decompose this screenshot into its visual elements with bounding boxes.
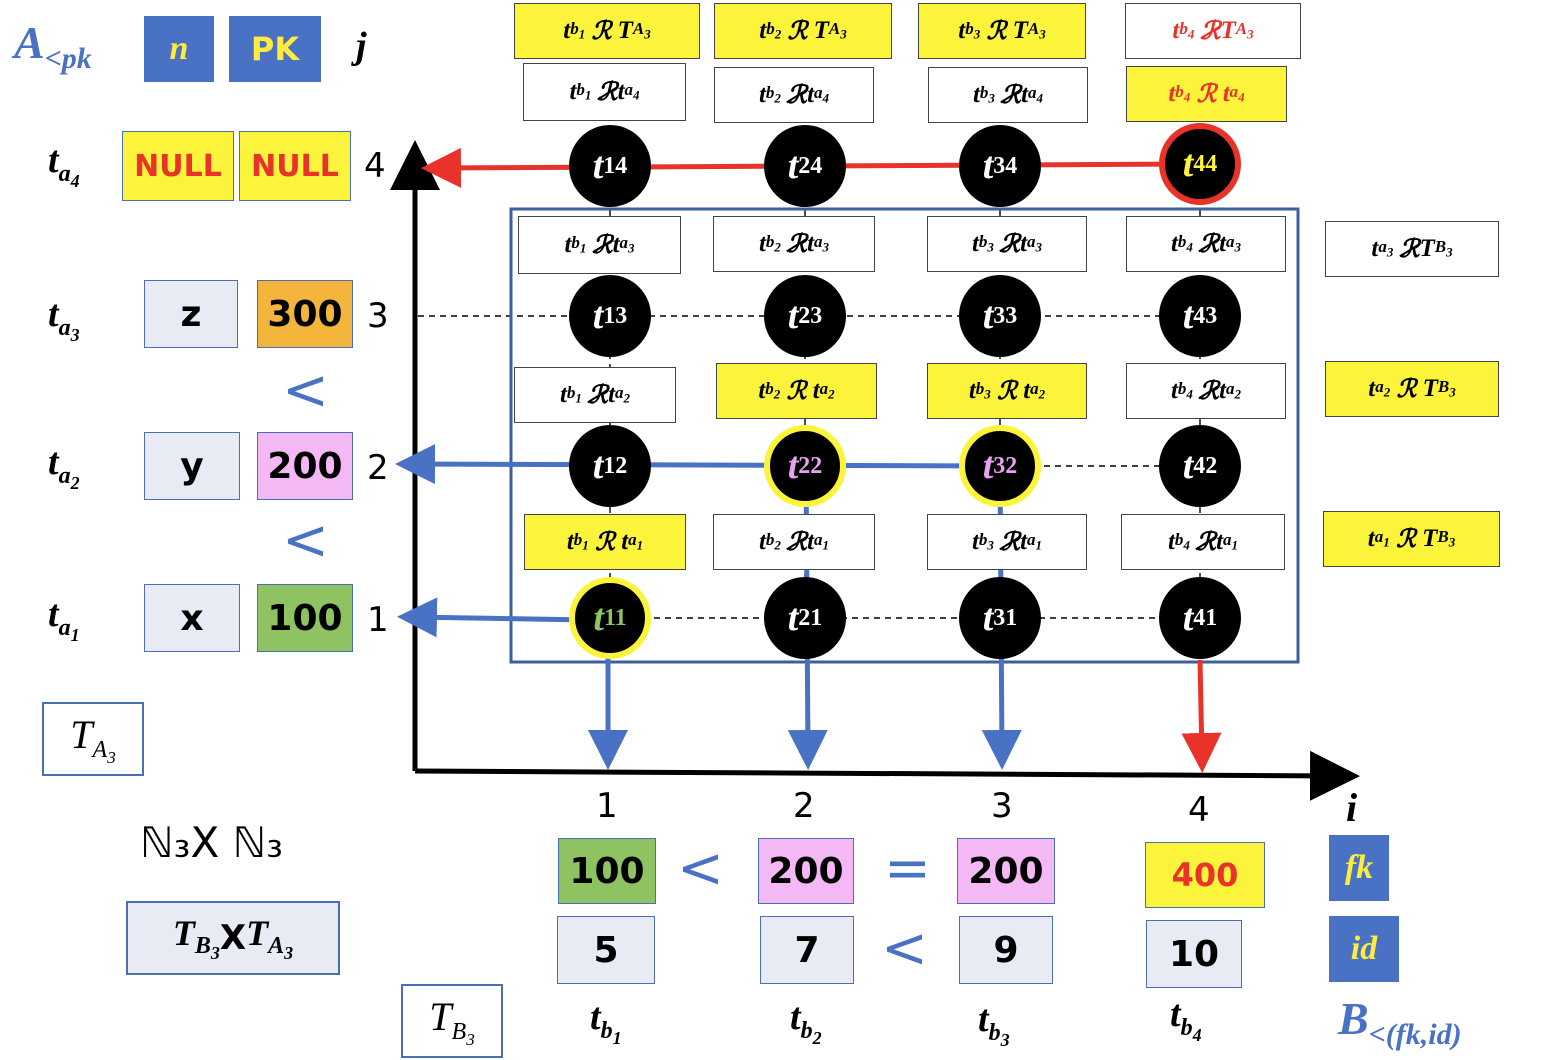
cartesian-sets: ℕ₃X ℕ₃ <box>140 818 284 867</box>
row-label-ta4: ta4 <box>48 139 80 191</box>
col-label-tb2: tb2 <box>790 996 822 1048</box>
cell-n-ta2: y <box>144 432 240 500</box>
node-t41: t 41 <box>1159 577 1241 659</box>
relation-b-title: B<(fk,id) <box>1338 993 1462 1052</box>
col-label-tb3: tb3 <box>978 998 1010 1050</box>
cell-id-tb1: 5 <box>557 916 655 984</box>
less-than-id-b2-b3: < <box>881 916 928 981</box>
relation-frame <box>509 207 1300 664</box>
column-header-fk: fk <box>1329 835 1389 901</box>
col-label-tb4: tb4 <box>1170 993 1202 1045</box>
cell-id-tb4: 10 <box>1146 920 1242 988</box>
node-t11: t 11 <box>569 577 651 659</box>
row-label-ta1: ta1 <box>48 593 80 645</box>
i-value-3: 3 <box>991 786 1013 826</box>
node-t42: t 42 <box>1159 425 1241 507</box>
j-value-1: 1 <box>367 600 389 640</box>
i-value-4: 4 <box>1188 790 1210 830</box>
table-b-label: TB3 <box>401 984 503 1058</box>
less-than-a2-a1: < <box>282 508 329 573</box>
equal-fk-b2-b3: = <box>884 836 931 901</box>
node-t44: t 44 <box>1159 123 1241 205</box>
cell-fk-tb2: 200 <box>758 838 854 904</box>
rel-tb4-R-ta4: t b4 ℛ t a4 <box>1126 66 1287 122</box>
node-t43: t 43 <box>1159 275 1241 357</box>
cartesian-tables: TB3 X TA3 <box>126 901 340 975</box>
cell-n-ta1: x <box>144 584 240 652</box>
node-t14: t 14 <box>569 125 651 207</box>
j-value-4: 4 <box>364 146 386 186</box>
node-t33: t 33 <box>959 275 1041 357</box>
column-header-pk: PK <box>229 16 321 82</box>
cell-n-ta4: NULL <box>122 131 234 201</box>
blue-arrow-row2 <box>395 444 1001 485</box>
node-t21: t 21 <box>764 577 846 659</box>
cell-id-tb3: 9 <box>959 916 1053 984</box>
rel-ta2-R-TB3: t a2 ℛ T B3 <box>1325 361 1499 417</box>
col-label-tb1: tb1 <box>590 996 622 1048</box>
node-t32: t 32 <box>959 425 1041 507</box>
rel-tb3-R-TA3: t b3 ℛ T A3 <box>918 3 1086 59</box>
cell-fk-tb1: 100 <box>558 838 656 904</box>
node-t34: t 34 <box>959 125 1041 207</box>
blue-arrow-row1 <box>397 597 591 638</box>
cell-pk-ta1: 100 <box>257 584 353 652</box>
rel-tb2-R-ta2: t b2 ℛ t a2 <box>716 363 877 419</box>
rel-tb3-R-ta2: t b3 ℛ t a2 <box>927 363 1087 419</box>
rel-tb2-R-TA3: t b2 ℛ T A3 <box>714 3 892 59</box>
column-header-n: n <box>144 16 214 82</box>
cell-fk-tb3: 200 <box>957 838 1055 904</box>
j-value-3: 3 <box>367 296 389 336</box>
j-value-2: 2 <box>367 448 389 488</box>
node-t23: t 23 <box>764 275 846 357</box>
axis-label-i: i <box>1346 785 1358 830</box>
column-header-id: id <box>1329 916 1399 982</box>
rel-tb1-R-TA3: t b1 ℛ T A3 <box>514 3 700 59</box>
table-a-label: TA3 <box>42 702 144 776</box>
x-axis <box>414 750 1360 801</box>
rel-ta1-R-TB3: t a1 ℛ T B3 <box>1323 511 1500 567</box>
node-t13: t 13 <box>569 275 651 357</box>
column-header-j: j <box>356 25 367 67</box>
node-t12: t 12 <box>569 425 651 507</box>
cell-pk-ta3: 300 <box>257 280 353 348</box>
rel-ta3-notR-TB3: t a3 ℛ T B3 <box>1325 221 1499 277</box>
node-t24: t 24 <box>764 125 846 207</box>
rel-tb4-notR-TA3: t b4 ℛ T A3 <box>1125 3 1301 59</box>
row-label-ta2: ta2 <box>48 441 80 493</box>
cell-id-tb2: 7 <box>760 916 854 984</box>
i-value-2: 2 <box>793 786 815 826</box>
less-than-a3-a2: < <box>282 358 329 423</box>
cell-n-ta3: z <box>144 280 238 348</box>
cell-pk-ta2: 200 <box>257 432 353 500</box>
rel-tb1-R-ta1: t b1 ℛ t a1 <box>524 514 686 570</box>
cell-fk-tb4: 400 <box>1145 842 1265 908</box>
less-than-fk-b1-b2: < <box>677 836 724 901</box>
red-arrow-col4 <box>1181 659 1222 773</box>
relation-a-title: A<pk <box>14 17 92 76</box>
node-t31: t 31 <box>959 577 1041 659</box>
i-value-1: 1 <box>596 786 618 826</box>
node-t22: t 22 <box>764 425 846 507</box>
row-label-ta3: ta3 <box>48 293 80 345</box>
cell-pk-ta4: NULL <box>239 131 351 201</box>
